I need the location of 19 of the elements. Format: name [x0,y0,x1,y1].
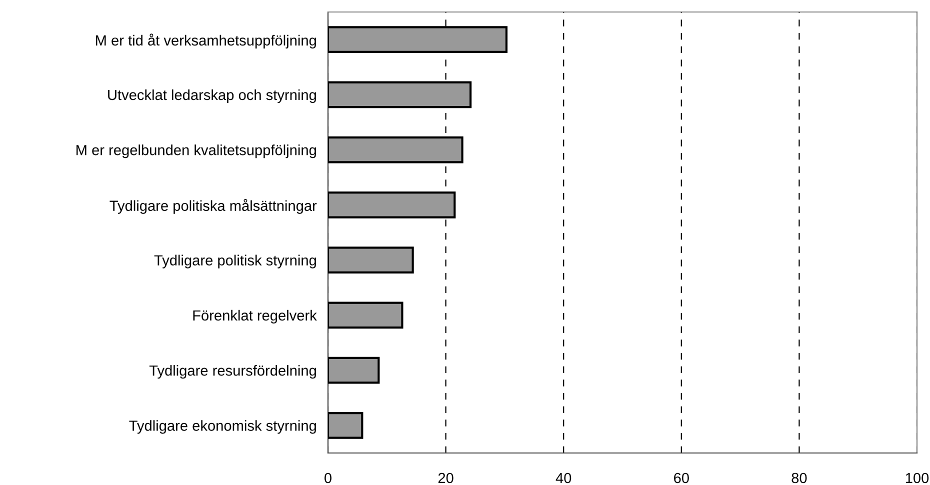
y-tick-label: Förenklat regelverk [193,310,317,324]
bar [328,246,414,274]
y-tick-label: Utvecklat ledarskap och styrning [108,89,316,103]
y-tick-label: Tydligare politiska målsättningar [110,199,317,214]
y-tick-label: Tydligare politisk styrning [154,254,316,268]
bar [328,356,380,384]
y-tick-label: Tydligare ekonomisk styrning [129,420,316,434]
bar [328,136,464,164]
y-tick-label: M er tid åt verksamhetsuppföljning [96,34,316,48]
x-tick-label: 40 [556,472,572,484]
x-tick-label: 100 [906,472,929,484]
x-tick-label: 20 [438,472,454,484]
y-tick-label: M er regelbunden kvalitetsuppföljning [76,144,316,158]
y-tick-label: Tydligare resursfördelning [149,365,316,379]
bar [328,412,364,439]
bar [328,302,404,329]
x-tick-label: 80 [792,472,807,484]
x-tick-label: 60 [674,472,689,484]
x-tick-label: 0 [324,472,332,484]
